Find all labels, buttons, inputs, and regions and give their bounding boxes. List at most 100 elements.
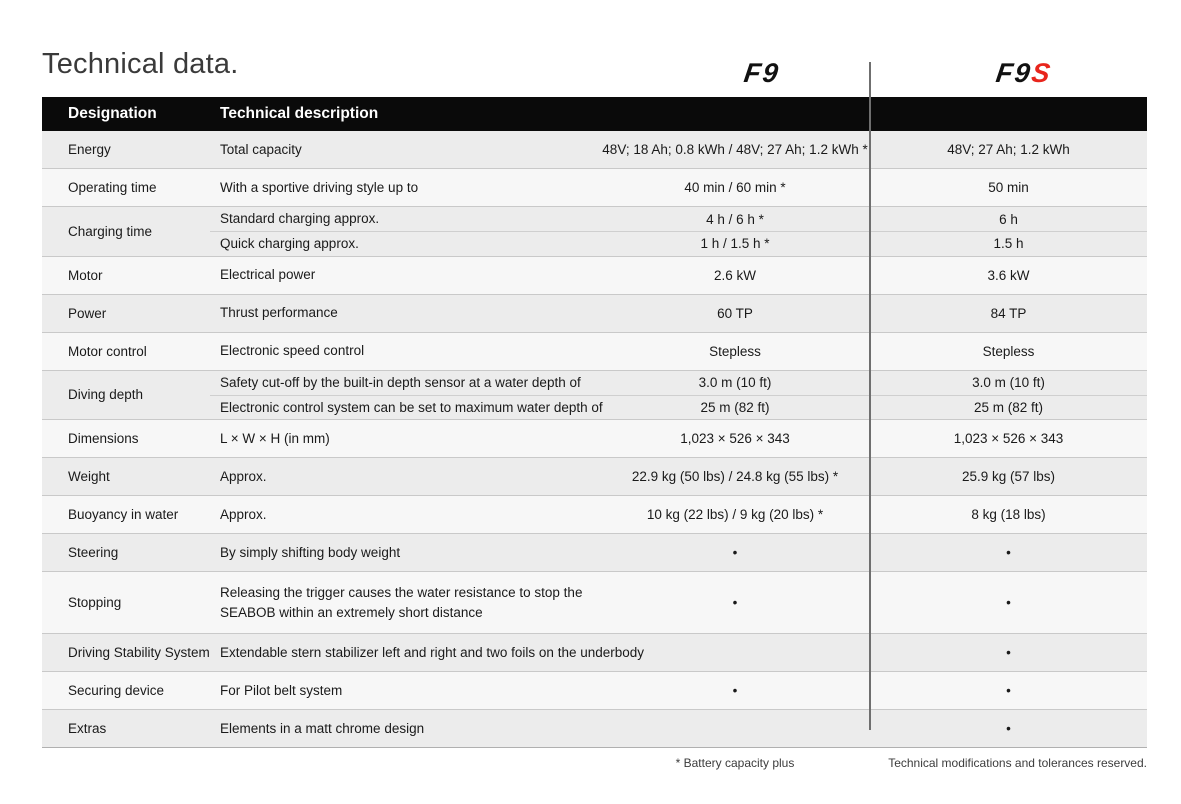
f9s-value-cell: • bbox=[1006, 683, 1011, 699]
table-subrow: Extendable stern stabilizer left and rig… bbox=[210, 634, 1147, 671]
f9-value-cell: 22.9 kg (50 lbs) / 24.8 kg (55 lbs) * bbox=[631, 469, 839, 485]
subrows-group: Thrust performance 60 TP 84 TP bbox=[210, 295, 1147, 332]
page-title: Technical data. bbox=[42, 48, 239, 80]
description-cell: Electrical power bbox=[220, 267, 316, 283]
f9s-value-cell: 3.6 kW bbox=[987, 267, 1030, 283]
table-subrow: Standard charging approx. 4 h / 6 h * 6 h bbox=[210, 207, 1147, 231]
subrows-group: Total capacity 48V; 18 Ah; 0.8 kWh / 48V;… bbox=[210, 131, 1147, 168]
subrows-group: Elements in a matt chrome design • bbox=[210, 710, 1147, 747]
table-subrow: Approx. 22.9 kg (50 lbs) / 24.8 kg (55 lb… bbox=[210, 458, 1147, 495]
table-row: Driving Stability System Extendable stern… bbox=[42, 633, 1147, 672]
description-cell: For Pilot belt system bbox=[220, 682, 343, 698]
f9-value-cell: • bbox=[732, 595, 738, 611]
table-header-row: Designation Technical description bbox=[42, 97, 1147, 131]
table-subrow: Elements in a matt chrome design • bbox=[210, 710, 1147, 747]
table-footer: * Battery capacity plus Technical modifi… bbox=[42, 756, 1147, 770]
table-row: Power Thrust performance 60 TP 84 TP bbox=[42, 293, 1147, 332]
description-cell: Extendable stern stabilizer left and rig… bbox=[220, 644, 645, 660]
subrows-group: Electrical power 2.6 kW 3.6 kW bbox=[210, 257, 1147, 294]
f9s-value-cell: 1.5 h bbox=[993, 236, 1024, 252]
description-cell: Approx. bbox=[220, 506, 267, 522]
table-row: Steering By simply shifting body weight • • bbox=[42, 533, 1147, 572]
designation-cell: Diving depth bbox=[68, 387, 144, 403]
subrows-group: Electronic speed control Stepless Stepless bbox=[210, 333, 1147, 370]
f9s-value-cell: 8 kg (18 lbs) bbox=[971, 507, 1046, 523]
subrows-group: Releasing the trigger causes the water r… bbox=[210, 572, 1147, 633]
description-cell: Electronic speed control bbox=[220, 343, 365, 359]
designation-cell: Operating time bbox=[68, 180, 157, 195]
designation-cell: Buoyancy in water bbox=[68, 507, 179, 523]
f9s-value-cell: • bbox=[1006, 595, 1011, 611]
description-cell: Quick charging approx. bbox=[220, 236, 359, 251]
table-subrow: Approx. 10 kg (22 lbs) / 9 kg (20 lbs) * 8… bbox=[210, 496, 1147, 533]
designation-cell: Steering bbox=[68, 545, 119, 561]
description-cell: Total capacity bbox=[220, 141, 302, 157]
designation-cell: Weight bbox=[68, 469, 110, 485]
table-subrow: Releasing the trigger causes the water r… bbox=[210, 572, 1147, 633]
table-subrow: By simply shifting body weight • • bbox=[210, 534, 1147, 571]
table-row: Dimensions L × W × H (in mm) 1,023 × 526 ×… bbox=[42, 419, 1147, 458]
technical-data-table: Designation Technical description Energy… bbox=[42, 97, 1147, 770]
description-cell: Elements in a matt chrome design bbox=[220, 720, 425, 736]
table-row: Diving depth Safety cut-off by the built-… bbox=[42, 369, 1147, 420]
table-subrow: Electronic speed control Stepless Stepless bbox=[210, 333, 1147, 370]
f9s-value-cell: Stepless bbox=[982, 343, 1035, 359]
description-cell: Thrust performance bbox=[220, 305, 338, 321]
modifications-reserved-note: Technical modifications and tolerances r… bbox=[888, 756, 1147, 771]
description-cell: Standard charging approx. bbox=[220, 211, 380, 227]
f9-logo: F9 bbox=[698, 57, 826, 89]
designation-cell: Extras bbox=[68, 721, 107, 737]
f9s-value-cell: • bbox=[1006, 645, 1011, 661]
table-subrow: Quick charging approx. 1 h / 1.5 h * 1.5 h bbox=[210, 231, 1147, 256]
f9s-value-cell: 1,023 × 526 × 343 bbox=[953, 431, 1064, 447]
description-column-header: Technical description bbox=[220, 105, 379, 122]
subrows-group: By simply shifting body weight • • bbox=[210, 534, 1147, 571]
subrows-group: L × W × H (in mm) 1,023 × 526 × 343 1,023 … bbox=[210, 420, 1147, 457]
description-cell: L × W × H (in mm) bbox=[220, 430, 330, 446]
designation-cell: Driving Stability System bbox=[68, 645, 210, 661]
f9-value-cell: 1,023 × 526 × 343 bbox=[680, 431, 790, 447]
f9-value-cell: Stepless bbox=[709, 343, 761, 359]
f9s-value-cell: • bbox=[1006, 721, 1011, 737]
f9-value-cell: 40 min / 60 min * bbox=[684, 180, 786, 195]
column-divider-line bbox=[869, 62, 871, 730]
table-row: Energy Total capacity 48V; 18 Ah; 0.8 kWh … bbox=[42, 131, 1147, 168]
f9-value-cell: 25 m (82 ft) bbox=[700, 399, 770, 415]
designation-cell: Power bbox=[68, 305, 107, 321]
footer-spacer bbox=[42, 756, 600, 770]
table-subrow: Safety cut-off by the built-in depth sen… bbox=[210, 371, 1147, 395]
subrows-group: With a sportive driving style up to 40 mi… bbox=[210, 169, 1147, 206]
f9-value-cell: 48V; 18 Ah; 0.8 kWh / 48V; 27 Ah; 1.2 kW… bbox=[602, 142, 868, 157]
table-row: Operating time With a sportive driving st… bbox=[42, 168, 1147, 206]
table-row: Securing device For Pilot belt system • • bbox=[42, 671, 1147, 710]
table-row: Motor control Electronic speed control Ste… bbox=[42, 331, 1147, 370]
subrows-group: For Pilot belt system • • bbox=[210, 672, 1147, 709]
table-row: Weight Approx. 22.9 kg (50 lbs) / 24.8 kg … bbox=[42, 457, 1147, 496]
designation-cell: Energy bbox=[68, 142, 111, 157]
table-subrow: Electrical power 2.6 kW 3.6 kW bbox=[210, 257, 1147, 294]
table-subrow: For Pilot belt system • • bbox=[210, 672, 1147, 709]
table-subrow: L × W × H (in mm) 1,023 × 526 × 343 1,023 … bbox=[210, 420, 1147, 457]
f9s-value-cell: 3.0 m (10 ft) bbox=[972, 375, 1045, 391]
table-row: Extras Elements in a matt chrome design • bbox=[42, 709, 1147, 748]
designation-cell: Charging time bbox=[68, 223, 153, 239]
description-cell: Approx. bbox=[220, 468, 267, 484]
f9s-logo-base: F9 bbox=[994, 57, 1034, 88]
f9-value-cell: 1 h / 1.5 h * bbox=[700, 236, 770, 252]
f9-value-cell: 3.0 m (10 ft) bbox=[698, 375, 772, 391]
subrows-group: Extendable stern stabilizer left and rig… bbox=[210, 634, 1147, 671]
f9s-value-cell: 25.9 kg (57 lbs) bbox=[961, 469, 1056, 485]
designation-column-header: Designation bbox=[68, 105, 157, 122]
battery-capacity-footnote: * Battery capacity plus bbox=[675, 756, 795, 771]
description-cell: With a sportive driving style up to bbox=[220, 179, 419, 195]
subrows-group: Approx. 10 kg (22 lbs) / 9 kg (20 lbs) * 8… bbox=[210, 496, 1147, 533]
description-cell: Releasing the trigger causes the water r… bbox=[220, 585, 583, 620]
designation-cell: Motor control bbox=[68, 343, 147, 359]
f9s-logo: F9 S bbox=[940, 57, 1108, 89]
subrows-group: Approx. 22.9 kg (50 lbs) / 24.8 kg (55 lb… bbox=[210, 458, 1147, 495]
f9s-value-cell: 48V; 27 Ah; 1.2 kWh bbox=[947, 142, 1070, 157]
f9-value-cell: 10 kg (22 lbs) / 9 kg (20 lbs) * bbox=[646, 507, 824, 523]
description-cell: By simply shifting body weight bbox=[220, 544, 401, 560]
subrows-group: Safety cut-off by the built-in depth sen… bbox=[210, 371, 1147, 420]
